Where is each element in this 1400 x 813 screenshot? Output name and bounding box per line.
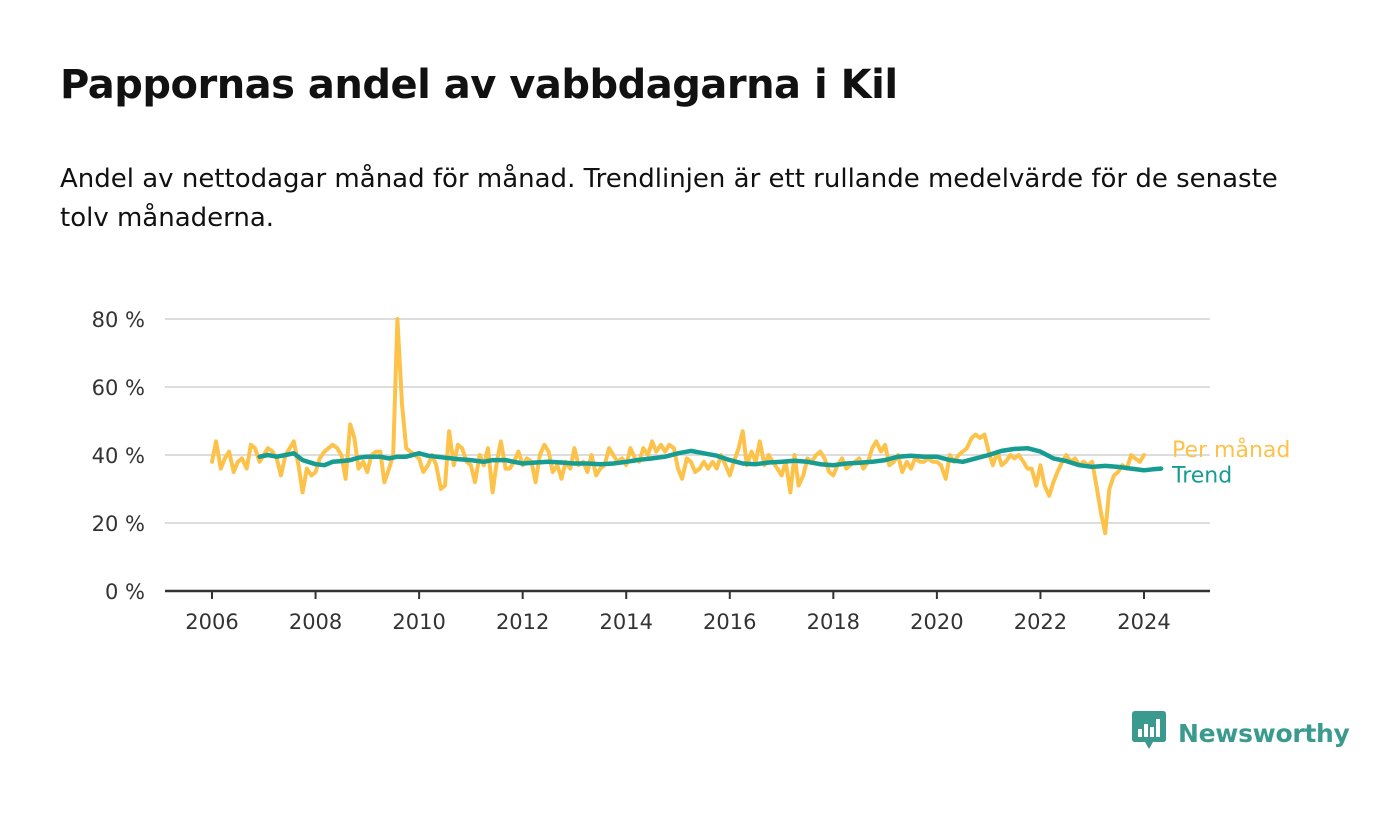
series-lines xyxy=(210,317,1164,536)
line-chart: 0 % 20 % 40 % 60 % 80 % 2006 2008 2010 2012 2014… xyxy=(92,308,1291,634)
chart-subtitle: Andel av nettodagar månad för månad. Tre… xyxy=(60,164,1278,233)
x-tick-label: 2010 xyxy=(392,610,445,634)
x-tick-label: 2020 xyxy=(910,610,963,634)
y-tick-label: 80 % xyxy=(92,308,145,332)
y-tick-label: 40 % xyxy=(92,444,145,468)
series-label: Per månad xyxy=(1172,437,1290,463)
x-tick-label: 2022 xyxy=(1014,610,1067,634)
x-tick-label: 2006 xyxy=(185,610,238,634)
series-line xyxy=(210,317,1146,536)
x-tick-label: 2008 xyxy=(289,610,342,634)
y-axis-ticks: 0 % 20 % 40 % 60 % 80 % xyxy=(92,308,145,604)
y-tick-label: 60 % xyxy=(92,376,145,400)
x-tick-label: 2012 xyxy=(496,610,549,634)
series-label: Trend xyxy=(1171,464,1232,489)
brand-name: Newsworthy xyxy=(1178,718,1350,748)
x-tick-label: 2018 xyxy=(807,610,860,634)
x-tick-label: 2016 xyxy=(703,610,756,634)
x-tick-label: 2024 xyxy=(1117,610,1170,634)
brand-logo[interactable]: Newsworthy xyxy=(1132,711,1350,755)
y-tick-label: 0 % xyxy=(105,580,145,604)
newsworthy-logo-icon xyxy=(1132,711,1166,755)
page-title: Pappornas andel av vabbdagarna i Kil xyxy=(60,62,898,108)
x-tick-label: 2014 xyxy=(599,610,652,634)
y-tick-label: 20 % xyxy=(92,512,145,536)
x-axis-ticks: 2006 2008 2010 2012 2014 2016 2018 2020 2022 2024 xyxy=(185,591,1171,634)
series-line xyxy=(257,445,1164,473)
